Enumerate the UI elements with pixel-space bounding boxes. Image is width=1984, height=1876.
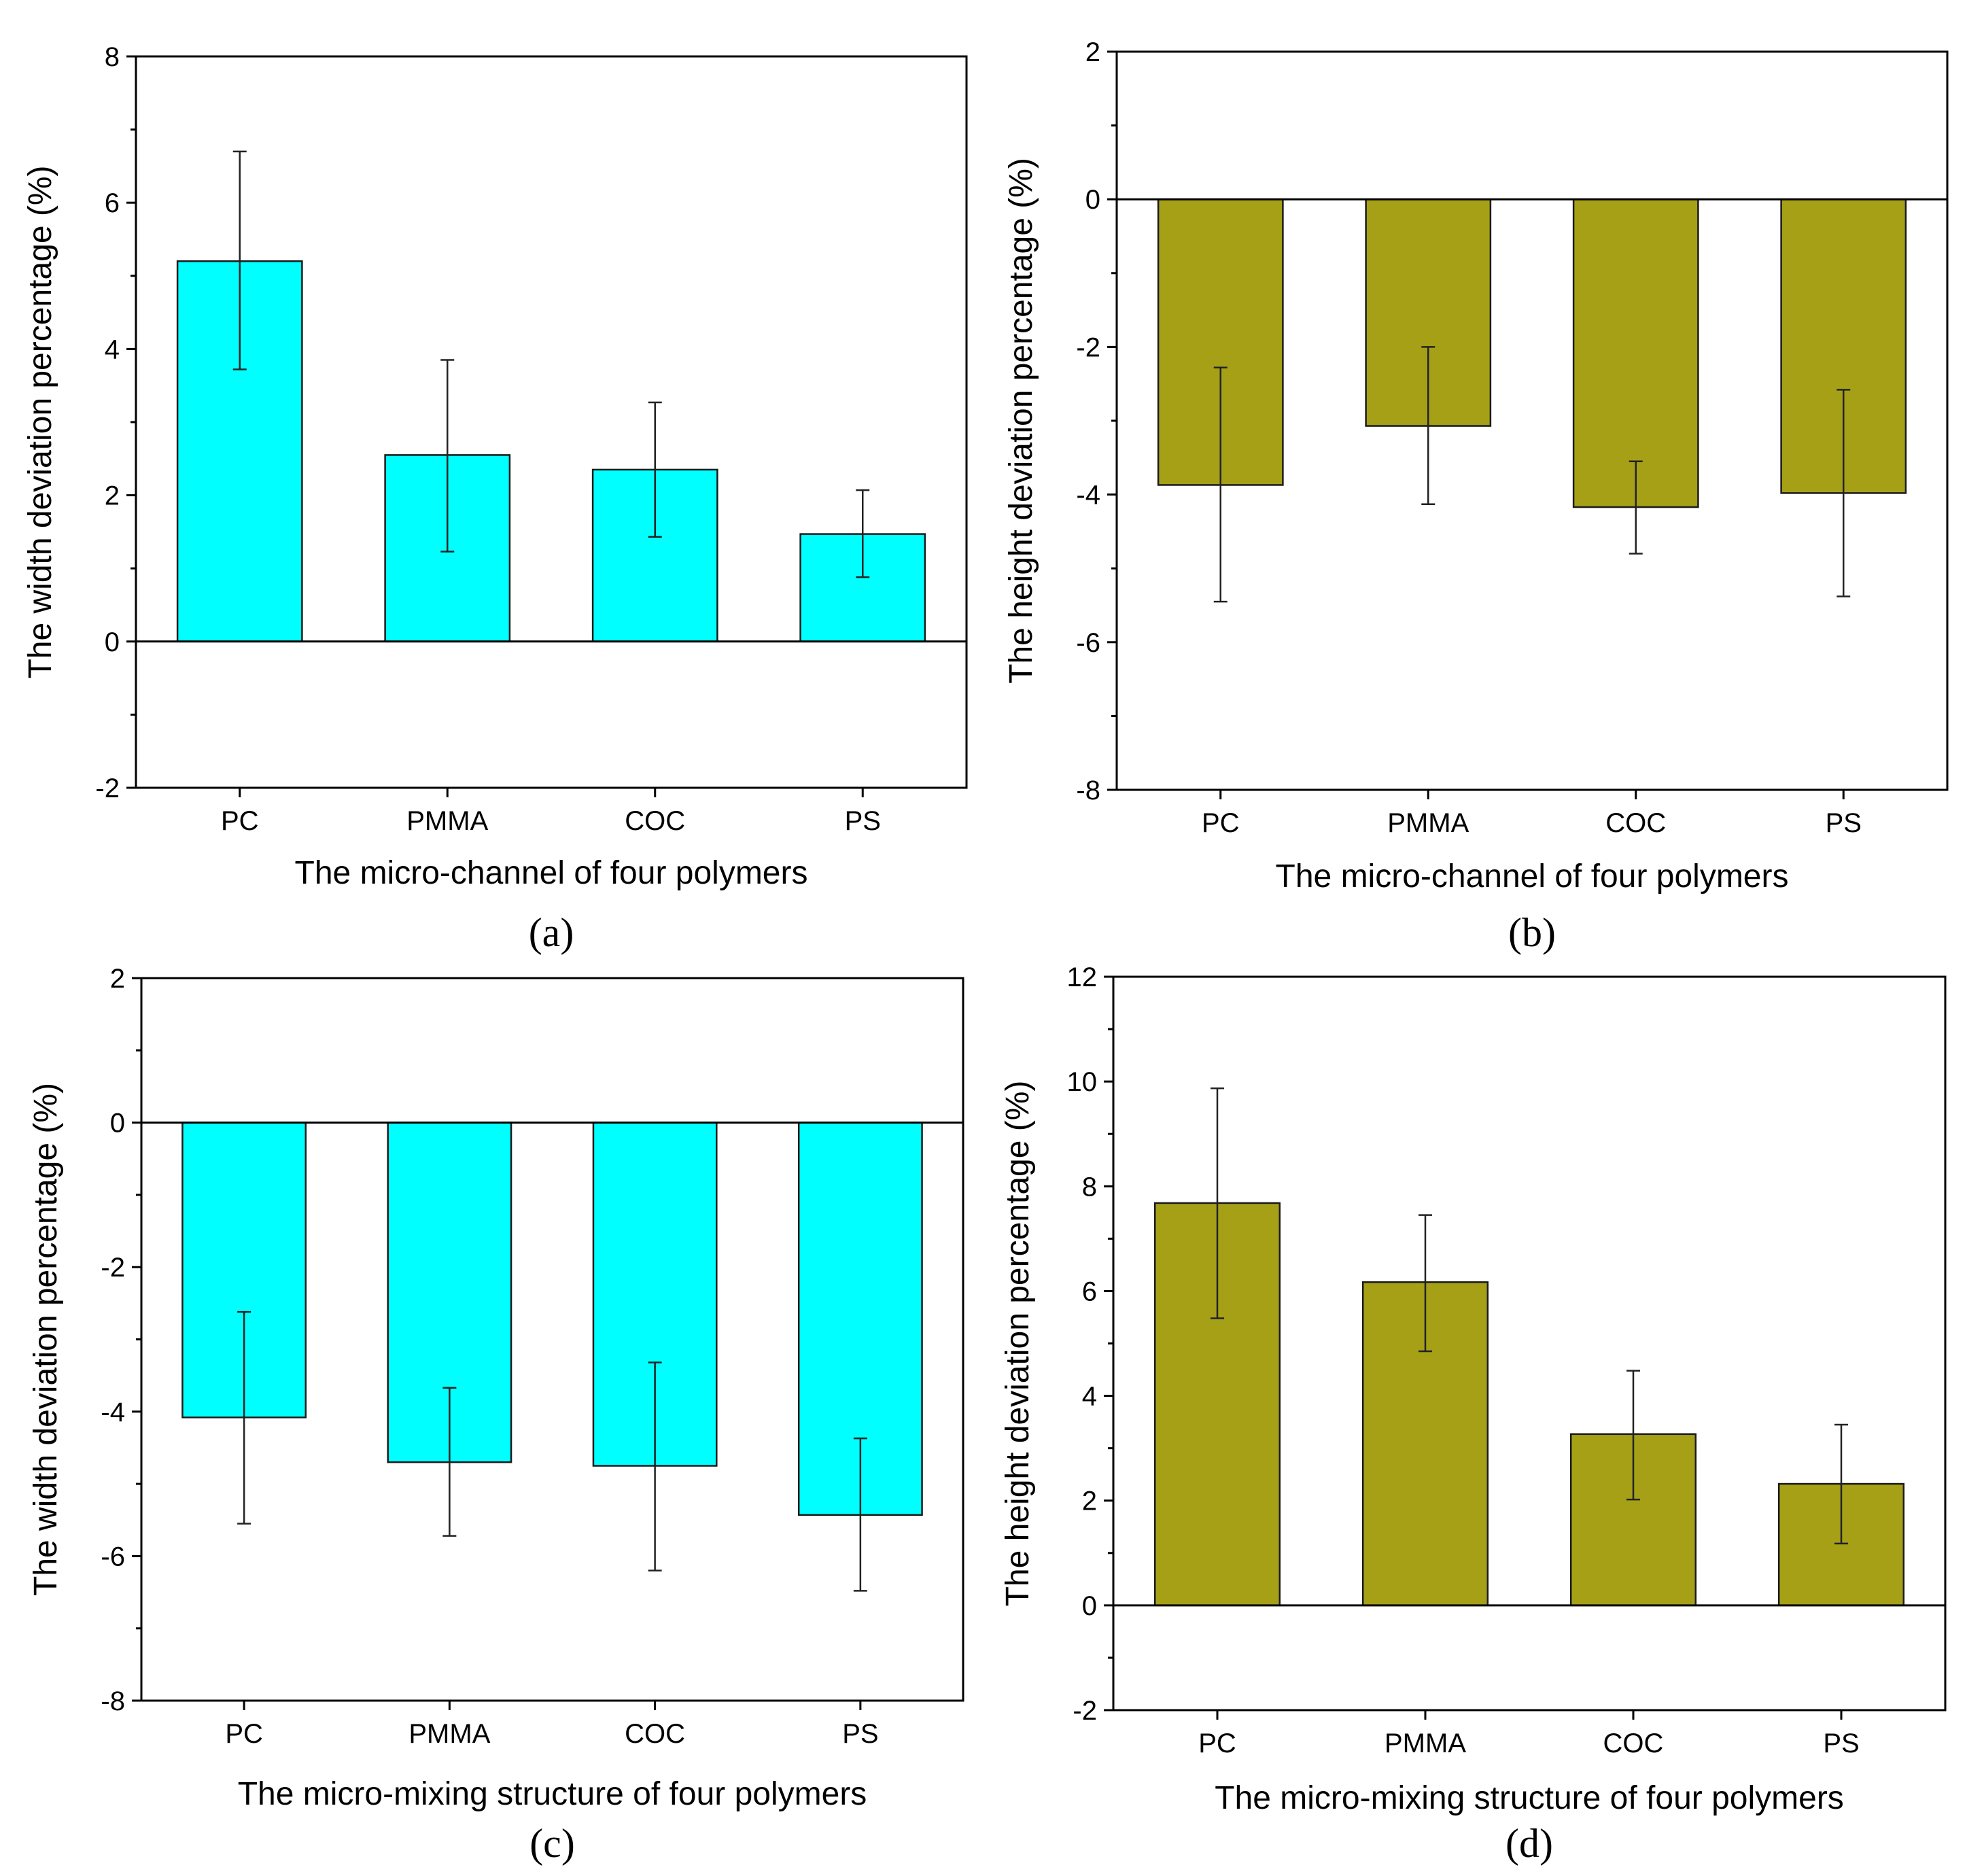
x-axis-title: The micro-mixing structure of four polym… xyxy=(238,1776,867,1812)
x-tick-label-pmma: PMMA xyxy=(406,806,488,836)
y-tick-label: 8 xyxy=(1082,1172,1097,1202)
x-tick-label-pc: PC xyxy=(1202,808,1240,838)
x-tick-label-pc: PC xyxy=(225,1719,263,1749)
panel-label: (a) xyxy=(529,910,574,955)
y-tick-label: 6 xyxy=(1082,1276,1097,1306)
panel-label: (d) xyxy=(1506,1821,1553,1866)
x-axis-title: The micro-channel of four polymers xyxy=(1276,858,1789,894)
x-tick-label-coc: COC xyxy=(1603,1729,1664,1758)
y-tick-label: -6 xyxy=(101,1542,125,1571)
panel-d: -2 0 2 4 6 8 10 12 PC PMMA COC PS The micro-mixing s… xyxy=(1000,962,1947,1866)
y-tick-label: 4 xyxy=(1082,1382,1097,1412)
y-tick-label: 12 xyxy=(1067,962,1098,992)
y-tick-label: -4 xyxy=(1076,481,1100,510)
y-tick-label: -8 xyxy=(101,1686,125,1716)
error-bar-coc xyxy=(648,1361,662,1571)
y-tick-label: 2 xyxy=(1085,37,1100,67)
error-bar-coc xyxy=(648,401,662,538)
x-tick-label-pmma: PMMA xyxy=(408,1719,490,1749)
x-tick-label-pc: PC xyxy=(1198,1729,1236,1758)
y-tick-label: 4 xyxy=(105,334,120,364)
x-tick-label-pc: PC xyxy=(221,806,259,836)
panel-b: -8 -6 -4 -2 0 2 PC PMMA COC PS The micro-channel o… xyxy=(1003,37,1949,955)
error-bar-ps xyxy=(853,1437,867,1592)
x-tick-label-pmma: PMMA xyxy=(1385,1729,1466,1758)
error-bar-ps xyxy=(856,489,870,578)
y-tick-label: -2 xyxy=(1073,1696,1097,1726)
error-bar-pc xyxy=(232,150,247,370)
panel-label: (b) xyxy=(1508,910,1556,955)
y-tick-label: 10 xyxy=(1067,1067,1098,1097)
y-tick-label: 2 xyxy=(1082,1487,1097,1516)
x-axis-title: The micro-mixing structure of four polym… xyxy=(1215,1780,1844,1816)
error-bar-pc xyxy=(237,1310,251,1525)
x-axis-title: The micro-channel of four polymers xyxy=(295,855,808,891)
error-bar-pc xyxy=(1211,1087,1224,1319)
error-bar-pmma xyxy=(442,1387,457,1537)
y-tick-label: 0 xyxy=(1085,185,1100,215)
y-tick-label: 2 xyxy=(110,964,125,994)
y-tick-label: 0 xyxy=(1082,1591,1097,1621)
x-tick-label-ps: PS xyxy=(1823,1729,1859,1758)
y-tick-label: -4 xyxy=(101,1397,125,1427)
error-bar-pmma xyxy=(1421,346,1435,505)
x-tick-label-ps: PS xyxy=(842,1719,878,1749)
panel-a: -2 0 2 4 6 8 PC PMMA COC PS The micro-channel of f… xyxy=(22,42,968,955)
error-bar-coc xyxy=(1629,460,1643,555)
error-bar-pmma xyxy=(440,359,455,553)
y-tick-label: -2 xyxy=(1076,332,1100,362)
y-tick-label: -2 xyxy=(101,1253,125,1283)
y-axis-title: The width deviation percentage (%) xyxy=(22,165,58,678)
x-tick-label-ps: PS xyxy=(1826,808,1862,838)
y-tick-label: -6 xyxy=(1076,628,1100,658)
y-tick-label: 6 xyxy=(105,188,120,218)
error-bar-pc xyxy=(1213,366,1228,603)
x-tick-label-coc: COC xyxy=(625,1719,685,1749)
error-bar-ps xyxy=(1837,389,1851,597)
y-tick-label: -2 xyxy=(95,774,120,803)
error-bar-pmma xyxy=(1419,1214,1432,1353)
x-tick-label-ps: PS xyxy=(845,806,881,836)
y-axis-title: The height deviation percentage (%) xyxy=(1003,158,1039,684)
y-tick-label: 2 xyxy=(105,481,120,511)
panel-c: -8 -6 -4 -2 0 2 PC PMMA COC PS The micro-mixing st… xyxy=(28,964,964,1866)
y-axis-title: The height deviation percentage (%) xyxy=(1000,1081,1036,1607)
y-tick-label: 8 xyxy=(105,42,120,72)
y-tick-label: 0 xyxy=(110,1109,125,1139)
x-tick-label-pmma: PMMA xyxy=(1387,808,1469,838)
y-axis-title: The width deviation percentage (%) xyxy=(28,1083,64,1596)
x-tick-label-coc: COC xyxy=(625,806,685,836)
y-tick-label: 0 xyxy=(105,627,120,657)
y-tick-label: -8 xyxy=(1076,776,1100,805)
panel-label: (c) xyxy=(529,1821,575,1866)
bar-coc xyxy=(1572,198,1699,508)
error-bar-coc xyxy=(1626,1370,1640,1501)
error-bar-ps xyxy=(1834,1423,1848,1545)
x-tick-label-coc: COC xyxy=(1605,808,1666,838)
